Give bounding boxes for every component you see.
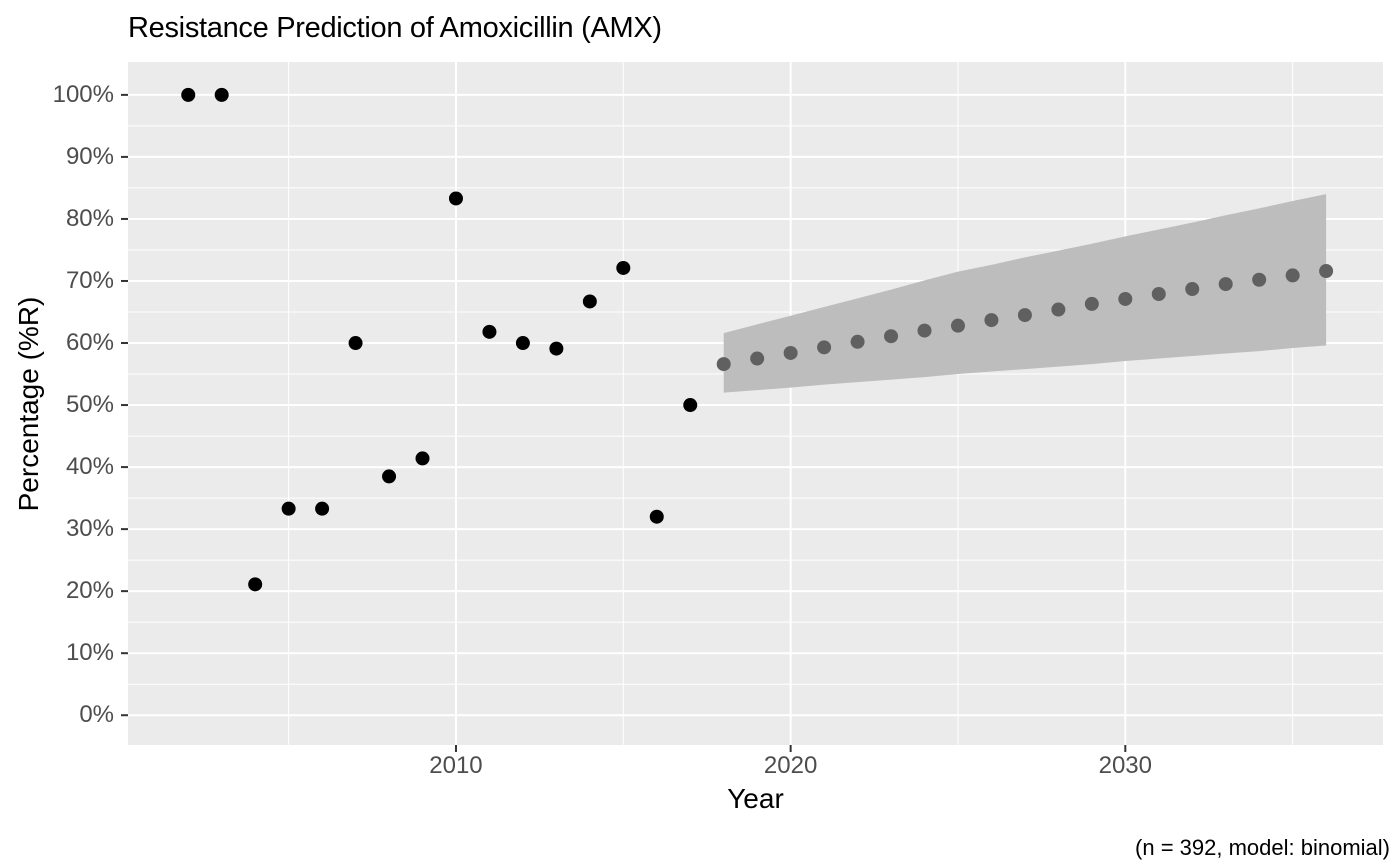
- predicted-point: [1319, 264, 1334, 279]
- observed-point: [281, 501, 296, 516]
- predicted-point: [1252, 272, 1267, 287]
- predicted-point: [1285, 268, 1300, 283]
- predicted-point: [716, 357, 731, 372]
- x-axis-title: Year: [727, 783, 784, 814]
- y-tick-label: 70%: [65, 266, 114, 294]
- y-tick-label: 0%: [79, 701, 114, 729]
- y-tick-label: 20%: [65, 577, 114, 605]
- observed-point: [315, 501, 330, 516]
- x-tick-label: 2030: [1098, 752, 1152, 779]
- y-tick-label: 80%: [65, 204, 114, 232]
- chart-caption: (n = 392, model: binomial): [1135, 835, 1390, 860]
- y-tick-label: 30%: [65, 515, 114, 543]
- predicted-point: [1084, 296, 1099, 311]
- panel-background: [128, 62, 1383, 745]
- predicted-point: [1218, 277, 1233, 292]
- y-tick-label: 60%: [65, 329, 114, 357]
- predicted-point: [1151, 287, 1166, 302]
- predicted-point: [783, 345, 798, 360]
- predicted-point: [850, 334, 865, 349]
- predicted-point: [1051, 302, 1066, 317]
- observed-point: [482, 324, 497, 339]
- observed-point: [348, 336, 363, 351]
- x-tick-label: 2010: [429, 752, 483, 779]
- predicted-point: [750, 351, 765, 366]
- confidence-ribbon: [723, 194, 1327, 393]
- predicted-point: [950, 318, 965, 333]
- predicted-point: [917, 323, 932, 338]
- predicted-point: [1017, 308, 1032, 323]
- observed-point: [683, 398, 698, 413]
- y-tick-label: 50%: [65, 391, 114, 419]
- predicted-point: [1185, 282, 1200, 297]
- predicted-point: [817, 340, 832, 355]
- observed-point: [549, 341, 564, 356]
- observed-point: [214, 87, 229, 102]
- observed-point: [616, 260, 631, 275]
- observed-point: [415, 451, 430, 466]
- x-tick-label: 2020: [763, 752, 818, 779]
- observed-point: [448, 191, 463, 206]
- predicted-point: [1118, 291, 1133, 306]
- observed-point: [649, 509, 664, 524]
- y-tick-label: 10%: [65, 639, 114, 667]
- y-axis-title: Percentage (%R): [13, 296, 44, 512]
- y-tick-label: 100%: [52, 80, 114, 108]
- predicted-point: [984, 313, 999, 328]
- predicted-point: [884, 329, 899, 344]
- y-tick-label: 90%: [65, 142, 114, 170]
- observed-point: [382, 469, 397, 484]
- observed-point: [515, 336, 530, 351]
- observed-point: [582, 294, 597, 309]
- observed-point: [181, 87, 196, 102]
- y-tick-label: 40%: [65, 453, 114, 481]
- chart-title: Resistance Prediction of Amoxicillin (AM…: [128, 12, 662, 44]
- observed-point: [248, 577, 263, 592]
